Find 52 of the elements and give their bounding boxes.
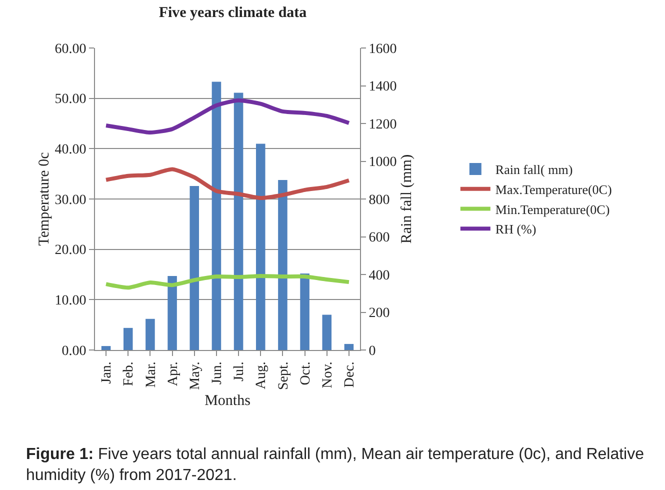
x-tick-label: May. <box>188 362 203 390</box>
bar <box>344 344 354 350</box>
y2-tick-label: 0 <box>368 344 376 359</box>
y-tick-label: 10.00 <box>54 294 86 309</box>
y2-tick-label: 400 <box>368 268 390 284</box>
x-tick-label: Jul. <box>232 362 248 382</box>
y-tick-label: 60.00 <box>54 42 86 57</box>
y-axis-title: Temperature 0c <box>36 152 53 246</box>
legend-label: RH (%) <box>495 222 536 237</box>
x-tick-label: Oct. <box>298 362 314 386</box>
y-tick-label: 50.00 <box>54 92 86 108</box>
y2-tick-label: 1400 <box>368 80 397 95</box>
y2-tick-label: 200 <box>368 306 390 322</box>
x-tick-label: Sept. <box>276 362 292 390</box>
bar <box>278 180 288 350</box>
line-series <box>104 274 351 290</box>
y-tick-label: 40.00 <box>54 142 86 158</box>
bar <box>123 328 133 350</box>
x-tick-label: Jun. <box>210 362 226 385</box>
caption: Figure 1: Five years total annual rainfall (mm), Mean air temperature (0c), and Relative humidity (%) from 2017-2021. <box>26 446 644 484</box>
x-tick-label: Aug. <box>254 362 270 390</box>
y2-tick-label: 600 <box>368 230 390 246</box>
legend-label: Max.Temperature(0C) <box>495 182 612 197</box>
y-tick-label: 0.00 <box>62 344 86 359</box>
bar <box>234 92 244 350</box>
legend-label: Rain fall( mm) <box>495 162 573 178</box>
y2-tick-label: 800 <box>368 192 390 208</box>
y2-axis-title: Rain fall (mm) <box>398 154 415 244</box>
y2-tick-label: 1000 <box>368 155 397 170</box>
legend-label: Min.Temperature(0C) <box>495 202 610 217</box>
bar <box>256 144 266 350</box>
x-axis-title: Months <box>204 393 251 409</box>
x-tick-label: Dec. <box>342 362 358 388</box>
bar <box>101 346 111 350</box>
y2-tick-label: 1200 <box>368 117 397 132</box>
bar <box>168 276 177 350</box>
line-series <box>104 167 351 200</box>
bar <box>146 318 155 350</box>
x-tick-label: Mar. <box>144 362 159 388</box>
x-tick-label: Nov. <box>320 362 336 388</box>
y2-tick-label: 1600 <box>368 42 397 57</box>
bar <box>300 274 310 350</box>
bar <box>212 82 222 350</box>
line-series <box>104 98 351 135</box>
x-tick-label: Apr. <box>166 362 181 386</box>
x-tick-label: Feb. <box>122 362 137 386</box>
y-tick-label: 20.00 <box>54 243 86 258</box>
bar <box>322 314 332 350</box>
x-tick-label: Jan. <box>100 362 115 384</box>
bar <box>190 186 200 350</box>
chart-title: Five years climate data <box>158 5 308 22</box>
y-tick-label: 30.00 <box>54 192 86 208</box>
